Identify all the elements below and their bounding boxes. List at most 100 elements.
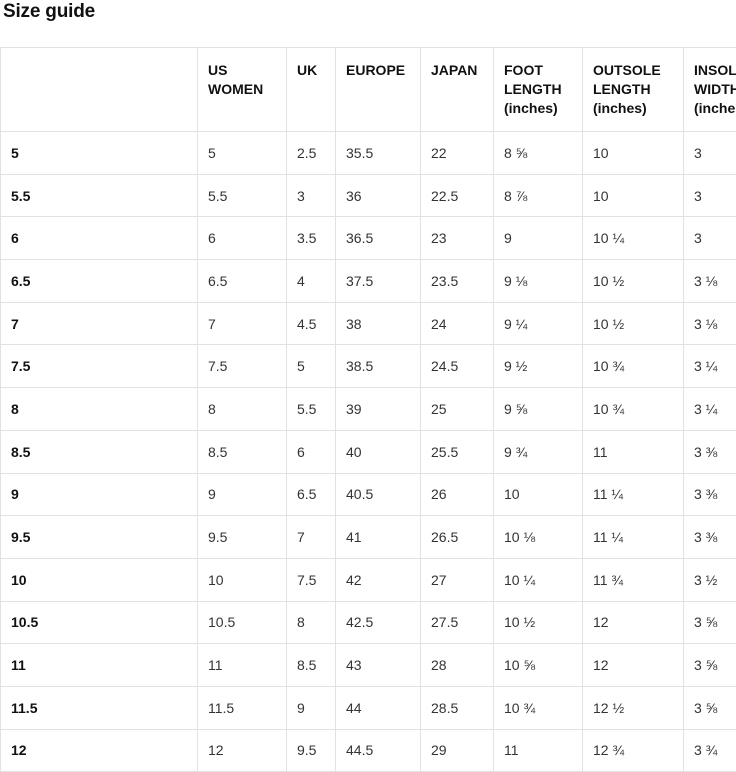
cell-outsole-length: 10 ½ <box>583 302 684 345</box>
cell-insole-width: 3 ¼ <box>684 345 736 388</box>
cell-us-women: 12 <box>198 729 287 772</box>
row-size-label: 6.5 <box>1 260 198 303</box>
cell-foot-length: 10 ¼ <box>494 558 583 601</box>
cell-uk: 7.5 <box>287 558 336 601</box>
cell-uk: 7 <box>287 516 336 559</box>
row-size-label: 9.5 <box>1 516 198 559</box>
cell-uk: 3 <box>287 174 336 217</box>
cell-foot-length: 10 ⅛ <box>494 516 583 559</box>
cell-europe: 36 <box>336 174 421 217</box>
cell-us-women: 11.5 <box>198 686 287 729</box>
row-size-label: 12 <box>1 729 198 772</box>
cell-us-women: 8 <box>198 388 287 431</box>
cell-foot-length: 8 ⅞ <box>494 174 583 217</box>
cell-outsole-length: 10 <box>583 132 684 175</box>
cell-europe: 42 <box>336 558 421 601</box>
cell-outsole-length: 10 ¼ <box>583 217 684 260</box>
cell-japan: 22 <box>421 132 494 175</box>
cell-europe: 39 <box>336 388 421 431</box>
cell-foot-length: 9 ⅛ <box>494 260 583 303</box>
cell-japan: 25.5 <box>421 430 494 473</box>
cell-insole-width: 3 <box>684 174 736 217</box>
cell-outsole-length: 12 ¾ <box>583 729 684 772</box>
cell-outsole-length: 12 <box>583 644 684 687</box>
cell-uk: 5 <box>287 345 336 388</box>
cell-uk: 5.5 <box>287 388 336 431</box>
cell-us-women: 7.5 <box>198 345 287 388</box>
cell-us-women: 10 <box>198 558 287 601</box>
cell-insole-width: 3 ⅛ <box>684 260 736 303</box>
row-size-label: 7 <box>1 302 198 345</box>
cell-outsole-length: 10 <box>583 174 684 217</box>
cell-japan: 23.5 <box>421 260 494 303</box>
col-header-uk: UK <box>287 48 336 132</box>
cell-outsole-length: 11 ¾ <box>583 558 684 601</box>
col-header-japan: JAPAN <box>421 48 494 132</box>
cell-us-women: 7 <box>198 302 287 345</box>
row-size-label: 10 <box>1 558 198 601</box>
cell-insole-width: 3 <box>684 217 736 260</box>
cell-japan: 24 <box>421 302 494 345</box>
cell-japan: 24.5 <box>421 345 494 388</box>
cell-uk: 8 <box>287 601 336 644</box>
row-size-label: 9 <box>1 473 198 516</box>
col-header-us-women: US WOMEN <box>198 48 287 132</box>
cell-outsole-length: 10 ¾ <box>583 345 684 388</box>
cell-outsole-length: 10 ¾ <box>583 388 684 431</box>
cell-uk: 4.5 <box>287 302 336 345</box>
cell-foot-length: 10 ¾ <box>494 686 583 729</box>
col-header-foot-length: FOOT LENGTH (inches) <box>494 48 583 132</box>
cell-europe: 41 <box>336 516 421 559</box>
row-size-label: 5 <box>1 132 198 175</box>
cell-us-women: 5.5 <box>198 174 287 217</box>
cell-insole-width: 3 ⅛ <box>684 302 736 345</box>
cell-europe: 44.5 <box>336 729 421 772</box>
cell-europe: 38 <box>336 302 421 345</box>
cell-insole-width: 3 ¾ <box>684 729 736 772</box>
cell-uk: 6 <box>287 430 336 473</box>
cell-insole-width: 3 ¼ <box>684 388 736 431</box>
cell-japan: 26.5 <box>421 516 494 559</box>
cell-japan: 25 <box>421 388 494 431</box>
cell-us-women: 6 <box>198 217 287 260</box>
col-header-outsole-length: OUTSOLE LENGTH (inches) <box>583 48 684 132</box>
cell-foot-length: 10 ⅝ <box>494 644 583 687</box>
cell-japan: 27.5 <box>421 601 494 644</box>
cell-europe: 38.5 <box>336 345 421 388</box>
row-size-label: 11 <box>1 644 198 687</box>
cell-us-women: 11 <box>198 644 287 687</box>
cell-us-women: 5 <box>198 132 287 175</box>
cell-europe: 35.5 <box>336 132 421 175</box>
cell-europe: 37.5 <box>336 260 421 303</box>
cell-foot-length: 10 <box>494 473 583 516</box>
cell-uk: 8.5 <box>287 644 336 687</box>
cell-europe: 43 <box>336 644 421 687</box>
col-header-europe: EUROPE <box>336 48 421 132</box>
cell-japan: 26 <box>421 473 494 516</box>
cell-foot-length: 9 ½ <box>494 345 583 388</box>
cell-japan: 27 <box>421 558 494 601</box>
row-size-label: 10.5 <box>1 601 198 644</box>
cell-foot-length: 9 ¾ <box>494 430 583 473</box>
cell-uk: 2.5 <box>287 132 336 175</box>
cell-outsole-length: 12 <box>583 601 684 644</box>
cell-europe: 40.5 <box>336 473 421 516</box>
cell-europe: 42.5 <box>336 601 421 644</box>
cell-insole-width: 3 ⅜ <box>684 516 736 559</box>
cell-insole-width: 3 ⅝ <box>684 601 736 644</box>
